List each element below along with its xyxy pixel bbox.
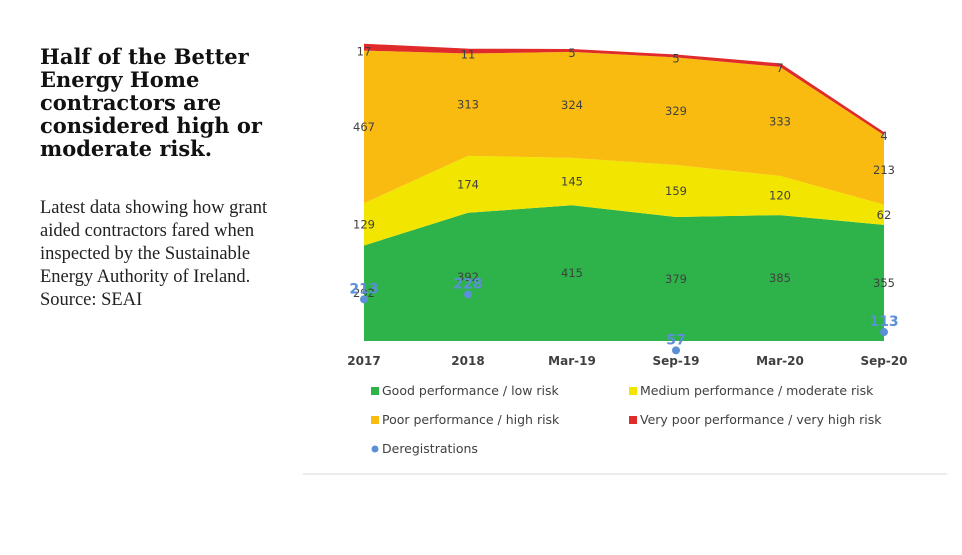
value-label: 145 bbox=[561, 175, 583, 189]
value-label: 129 bbox=[353, 217, 375, 231]
chart-legend: Good performance / low risk Medium perfor… bbox=[371, 383, 882, 456]
x-tick-label: Sep-20 bbox=[860, 354, 907, 368]
deregistration-point bbox=[880, 328, 888, 337]
area-poor-performance-high-risk bbox=[364, 50, 884, 205]
value-label: 4 bbox=[880, 129, 887, 143]
value-label: 5 bbox=[568, 46, 575, 60]
value-label: 174 bbox=[457, 177, 479, 191]
value-label: 5 bbox=[672, 51, 679, 65]
chart-areas bbox=[363, 43, 885, 341]
value-label: 355 bbox=[873, 276, 895, 290]
x-tick-label: Mar-19 bbox=[548, 354, 596, 368]
deregistration-label: 57 bbox=[666, 332, 685, 348]
value-label: 415 bbox=[561, 266, 583, 280]
legend-label: Deregistrations bbox=[382, 441, 478, 456]
legend-label: Very poor performance / very high risk bbox=[640, 412, 882, 427]
value-label: 62 bbox=[877, 208, 892, 222]
x-tick-label: 2017 bbox=[347, 354, 380, 368]
legend-swatch bbox=[629, 387, 637, 395]
deregistration-markers: 213 228 57 113 bbox=[349, 276, 899, 355]
deregistration-label: 213 bbox=[349, 281, 378, 297]
value-label: 7 bbox=[776, 61, 783, 75]
legend-item-medium-performance-moderate-risk: Medium performance / moderate risk bbox=[629, 383, 874, 398]
value-label: 11 bbox=[461, 48, 476, 62]
legend-item-good-performance-low-risk: Good performance / low risk bbox=[371, 383, 560, 398]
deregistration-point bbox=[464, 290, 472, 299]
value-label: 17 bbox=[357, 45, 372, 59]
deregistration-point bbox=[672, 346, 680, 355]
value-label: 385 bbox=[769, 271, 791, 285]
area-good-performance-low-risk bbox=[364, 205, 884, 341]
value-label: 329 bbox=[665, 104, 687, 118]
x-tick-label: 2018 bbox=[451, 354, 484, 368]
legend-label: Poor performance / high risk bbox=[382, 412, 560, 427]
x-tick-label: Sep-19 bbox=[652, 354, 699, 368]
description: Latest data showing how grant aided cont… bbox=[40, 198, 268, 310]
legend-label: Good performance / low risk bbox=[382, 383, 560, 398]
value-label: 333 bbox=[769, 114, 791, 128]
legend-swatch bbox=[371, 445, 379, 453]
value-label: 159 bbox=[665, 184, 687, 198]
legend-item-poor-performance-high-risk: Poor performance / high risk bbox=[371, 412, 560, 427]
x-tick-label: Mar-20 bbox=[756, 354, 804, 368]
value-label: 379 bbox=[665, 272, 687, 286]
line-very-poor-performance-very-high-risk bbox=[363, 43, 885, 135]
area-medium-performance-moderate-risk bbox=[364, 155, 884, 246]
deregistration-label: 228 bbox=[453, 276, 482, 292]
legend-swatch bbox=[629, 416, 637, 424]
value-label: 324 bbox=[561, 98, 583, 112]
deregistration-label: 113 bbox=[869, 314, 898, 330]
value-label: 392 bbox=[457, 270, 479, 284]
value-label: 313 bbox=[457, 98, 479, 112]
legend-swatch bbox=[371, 387, 379, 395]
value-label: 467 bbox=[353, 120, 375, 134]
x-axis-ticks: 2017 2018 Mar-19 Sep-19 Mar-20 Sep-20 bbox=[347, 354, 907, 368]
value-label: 213 bbox=[873, 163, 895, 177]
legend-item-deregistrations: Deregistrations bbox=[371, 441, 478, 456]
value-label: 292 bbox=[353, 286, 375, 300]
value-label: 120 bbox=[769, 188, 791, 202]
headline: Half of the Better Energy Home contracto… bbox=[40, 44, 262, 161]
deregistration-point bbox=[360, 295, 368, 304]
legend-swatch bbox=[371, 416, 379, 424]
legend-item-very-poor-performance-very-high-risk: Very poor performance / very high risk bbox=[629, 412, 882, 427]
legend-label: Medium performance / moderate risk bbox=[640, 383, 874, 398]
